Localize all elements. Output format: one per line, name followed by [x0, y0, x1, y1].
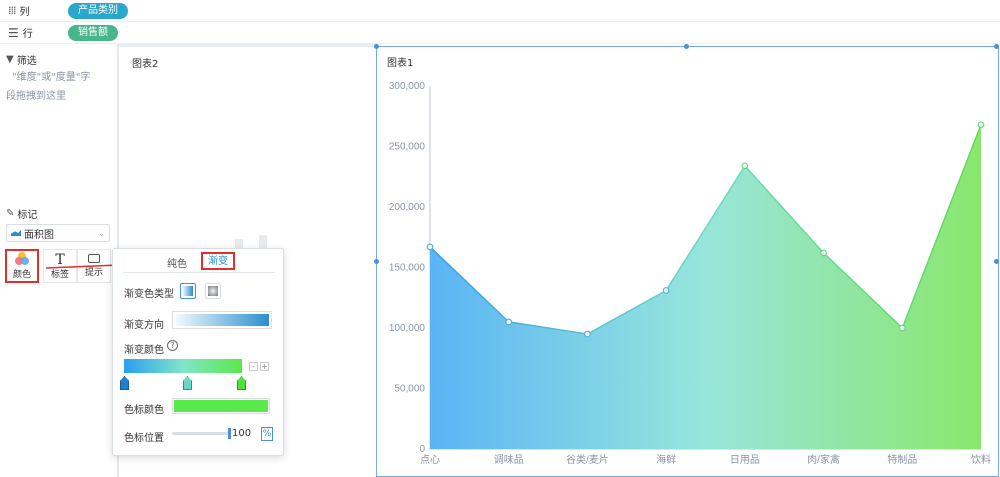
line-series — [429, 124, 982, 335]
gradient-type-label: 渐变色类型 — [124, 289, 174, 300]
area-series — [430, 124, 981, 449]
rows-icon: ☰ — [8, 25, 19, 40]
pin-icon: ✎ — [6, 208, 15, 219]
resize-handle[interactable] — [994, 259, 999, 264]
x-tick-label: 点心 — [420, 454, 440, 466]
label-label: 标签 — [50, 269, 69, 280]
filter-title: ▼ 筛选 — [6, 54, 37, 67]
gradient-color-label: 渐变颜色 — [124, 345, 164, 356]
stop-position-input[interactable]: 100 — [232, 428, 252, 439]
slider-thumb[interactable] — [228, 428, 231, 439]
area-chart-icon — [11, 230, 21, 236]
percent-unit: % — [261, 427, 273, 441]
area-chart: 0 50,000 100,000 150,000 200,000 250,000 300,0… — [389, 81, 991, 466]
chevron-down-icon: ⌄ — [98, 228, 105, 238]
linear-gradient-option[interactable] — [180, 283, 196, 299]
gradient-direction-select[interactable] — [172, 311, 272, 329]
tab-underline — [123, 272, 275, 273]
marks-title: ✎ 标记 — [6, 208, 38, 221]
filter-hint-line2: 段拖拽到这里 — [6, 91, 66, 102]
data-point[interactable] — [820, 249, 827, 257]
filter-icon: ▼ — [6, 54, 14, 65]
x-tick-label: 肉/家禽 — [807, 453, 840, 466]
color-stop-handle[interactable] — [237, 376, 246, 390]
add-stop-button[interactable]: + — [260, 362, 269, 371]
chart1-panel[interactable]: 图表1 0 50,000 100,000 150,000 200,000 250,000 3… — [376, 46, 999, 477]
rows-pill[interactable]: 销售额 — [68, 24, 118, 41]
color-icon — [15, 252, 29, 265]
label-button[interactable]: T 标签 — [43, 249, 77, 283]
resize-handle[interactable] — [374, 44, 379, 49]
data-point[interactable] — [662, 287, 670, 294]
chart2-title: 图表2 — [132, 59, 159, 70]
color-button[interactable]: 颜色 — [5, 249, 39, 283]
columns-icon: ⁞⁞⁞ — [8, 4, 16, 17]
stop-color-swatch[interactable] — [172, 398, 270, 414]
data-point[interactable] — [898, 324, 906, 332]
x-tick-label: 海鲜 — [656, 453, 676, 466]
remove-stop-button[interactable]: - — [249, 362, 258, 371]
resize-handle[interactable] — [684, 44, 689, 49]
text-icon: T — [55, 251, 65, 268]
stop-position-label: 色标位置 — [124, 433, 164, 444]
resize-handle[interactable] — [994, 44, 999, 49]
filter-hint-line1: "维度"或"度量"字 — [12, 72, 91, 83]
y-tick-label: 200,000 — [389, 202, 426, 213]
tooltip-label: 提示 — [84, 268, 103, 278]
color-popup: 纯色 渐变 渐变色类型 渐变方向 渐变颜色 ? - + 色标颜色 色标位置 10… — [112, 248, 284, 456]
y-tick-label: 250,000 — [389, 142, 426, 153]
tab-solid[interactable]: 纯色 — [167, 259, 187, 270]
stop-color-label: 色标颜色 — [124, 405, 164, 416]
y-tick-label: 50,000 — [394, 384, 425, 395]
data-point[interactable] — [741, 162, 749, 170]
resize-handle[interactable] — [374, 259, 379, 264]
x-tick-label: 饮料 — [971, 453, 991, 466]
tooltip-icon — [88, 254, 100, 263]
columns-label: 列 — [19, 7, 30, 18]
color-stop-handle[interactable] — [120, 376, 129, 390]
chart1-title: 图表1 — [387, 58, 414, 69]
rows-label: 行 — [22, 29, 33, 40]
stop-position-slider[interactable] — [172, 428, 231, 439]
y-tick-label: 300,000 — [389, 81, 426, 92]
y-tick-label: 150,000 — [389, 263, 426, 274]
data-point[interactable] — [426, 243, 434, 251]
chart-type-select[interactable]: 面积图 ⌄ — [6, 224, 110, 242]
data-point[interactable] — [505, 318, 513, 326]
gradient-bar — [124, 359, 242, 373]
columns-shelf: ⁞⁞⁞ 列 产品类别 — [0, 0, 1000, 22]
columns-pill[interactable]: 产品类别 — [68, 2, 128, 19]
x-tick-label: 谷类/麦片 — [566, 453, 609, 466]
y-tick-label: 100,000 — [389, 323, 426, 334]
data-point[interactable] — [584, 330, 591, 338]
tooltip-button[interactable]: 提示 — [77, 249, 111, 283]
x-tick-label: 特制品 — [887, 453, 917, 466]
color-stop-handle[interactable] — [183, 376, 192, 390]
tab-gradient[interactable]: 渐变 — [201, 252, 235, 270]
filter-dropzone[interactable]: "维度"或"度量"字 段拖拽到这里 — [6, 68, 112, 106]
color-label: 颜色 — [12, 270, 31, 280]
x-tick-label: 日用品 — [730, 454, 760, 466]
chart2-bar — [259, 235, 267, 259]
help-icon[interactable]: ? — [167, 340, 178, 351]
gradient-direction-label: 渐变方向 — [124, 320, 164, 331]
chart-type-value: 面积图 — [24, 229, 54, 241]
x-tick-label: 调味品 — [494, 454, 524, 466]
radial-gradient-option[interactable] — [205, 283, 221, 299]
rows-shelf: ☰ 行 销售额 — [0, 22, 1000, 44]
data-point[interactable] — [977, 121, 985, 129]
y-tick-label: 0 — [419, 444, 425, 455]
